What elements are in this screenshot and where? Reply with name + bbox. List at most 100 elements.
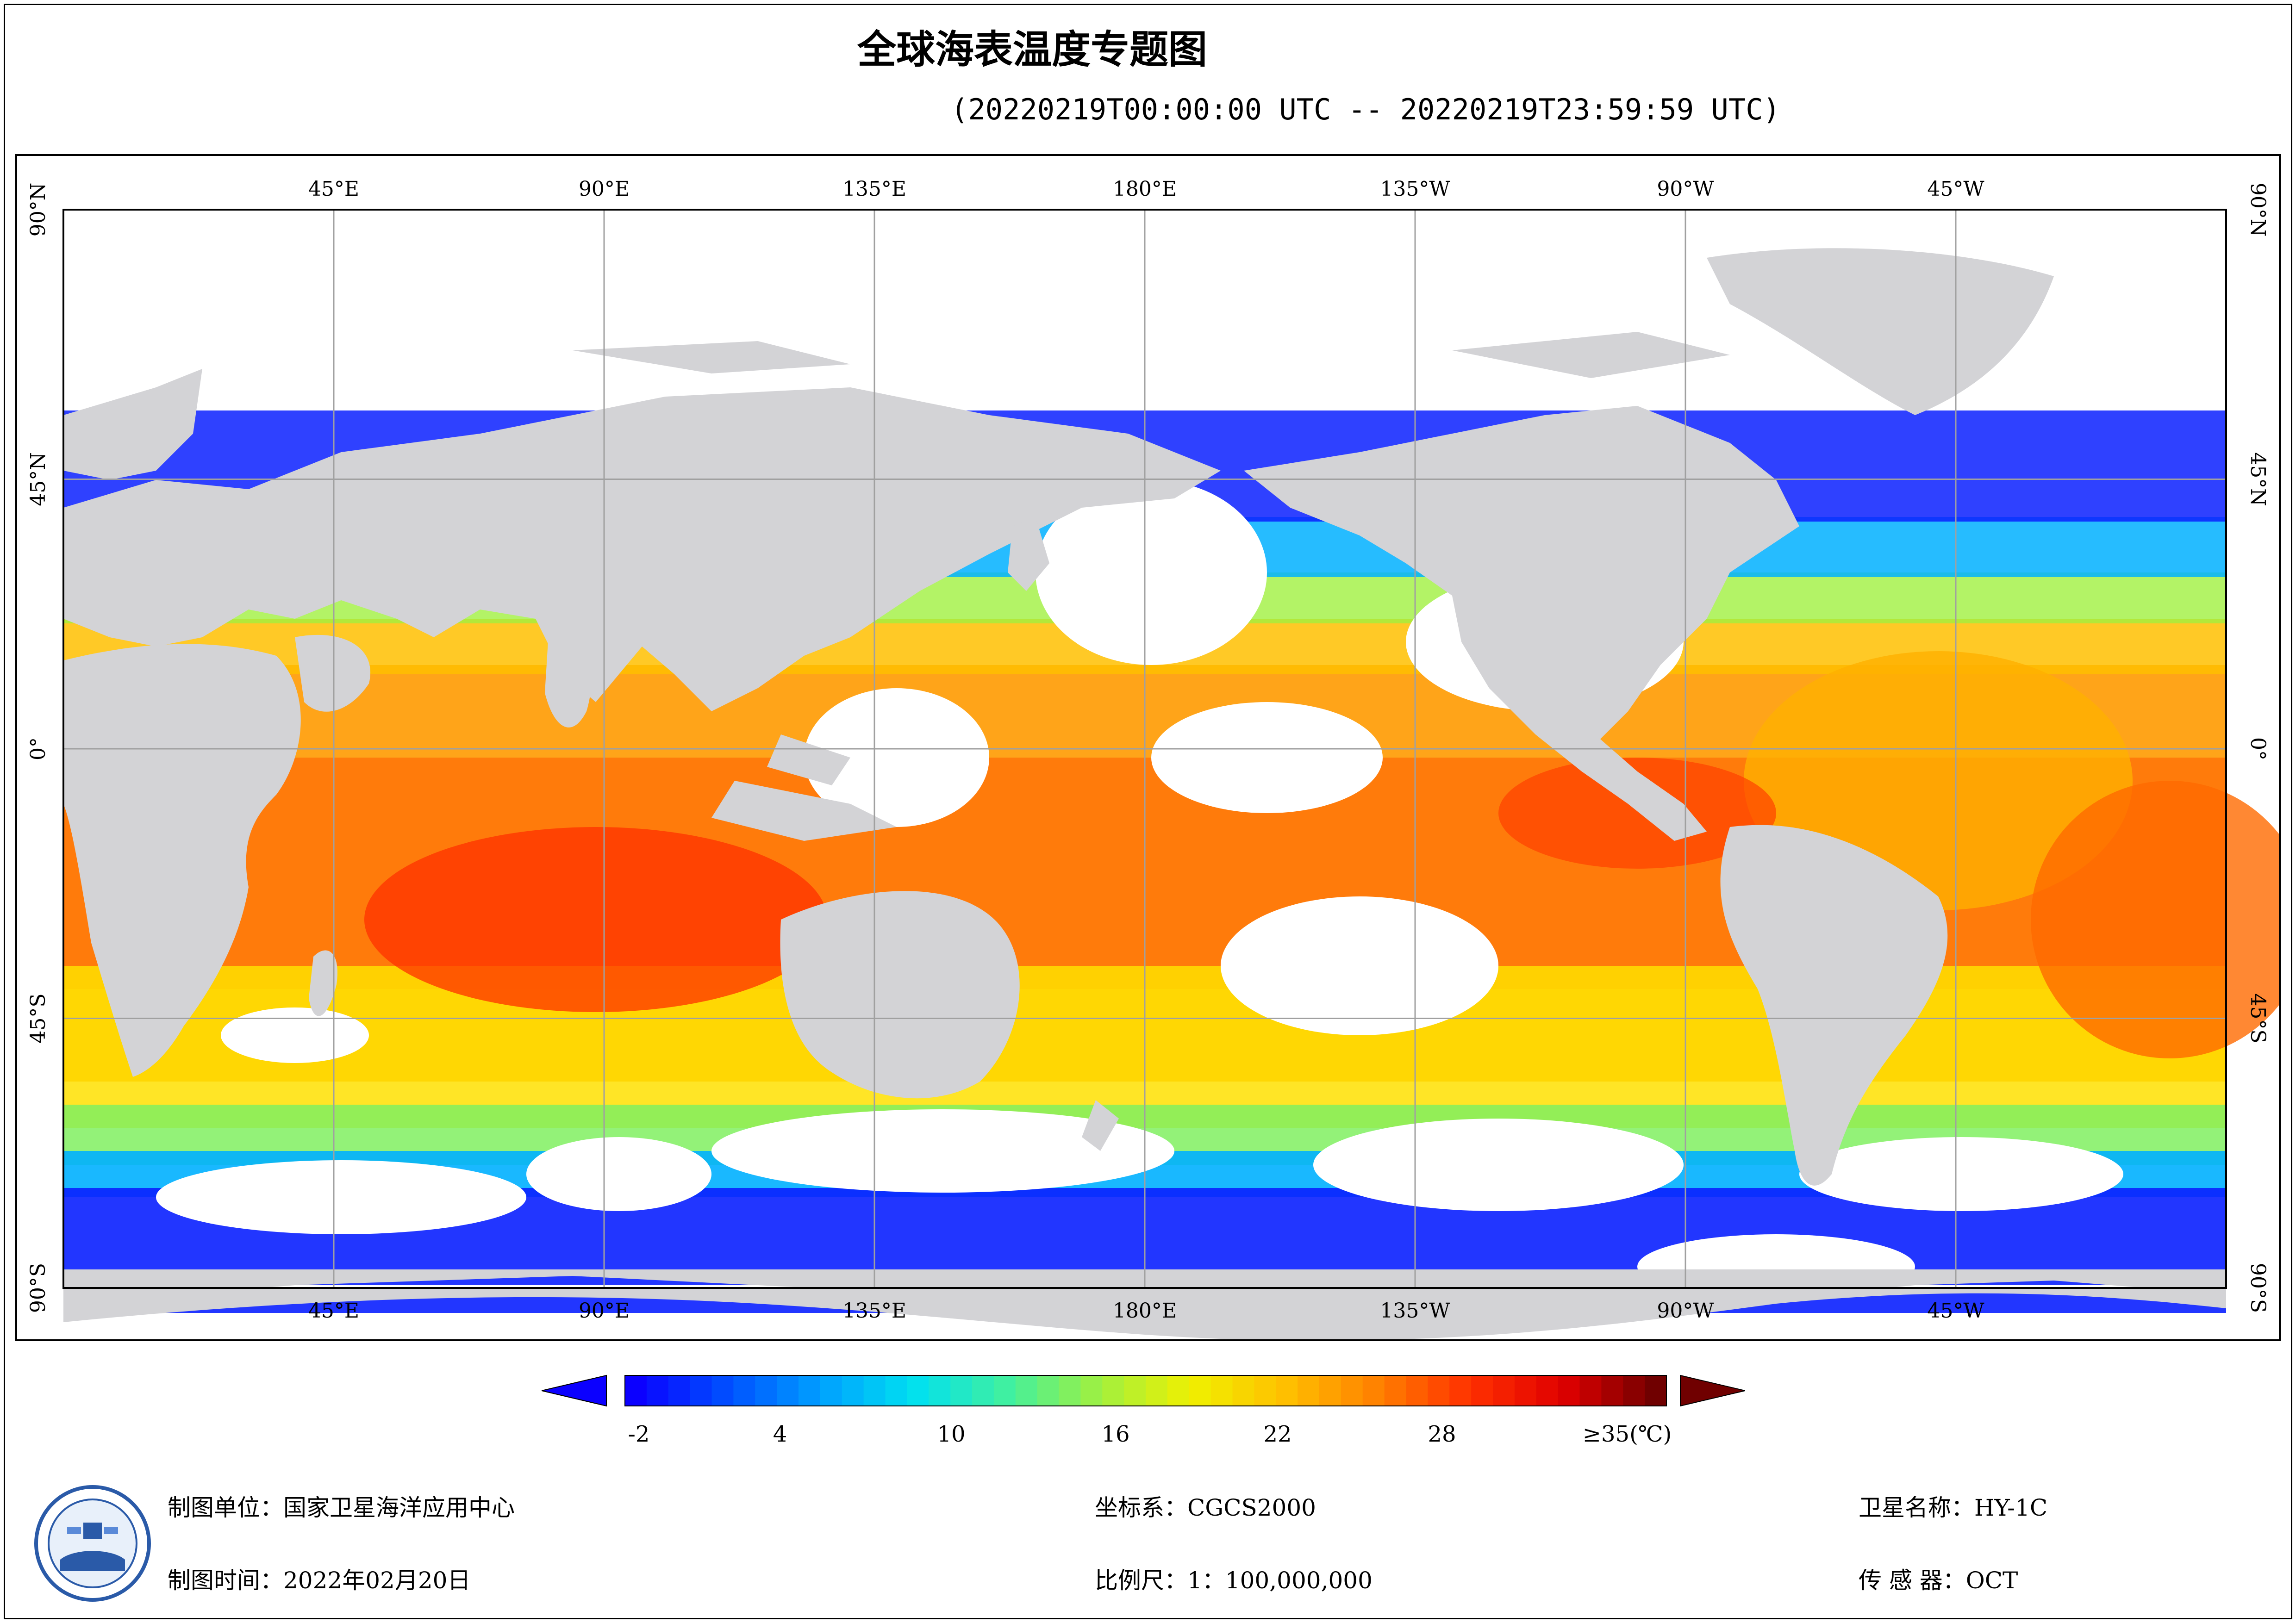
colorbar-tick-label: 4 bbox=[773, 1421, 787, 1447]
left-lat-label: 90°S bbox=[26, 1263, 50, 1313]
colorbar-cell bbox=[755, 1375, 778, 1406]
left-lat-labels: 90°N 45°N 0° 45°S 90°S bbox=[26, 183, 50, 1313]
top-lon-label: 135°W bbox=[1380, 177, 1450, 201]
colorbar-cell bbox=[1341, 1375, 1363, 1406]
time-range-subtitle: (20220219T00:00:00 UTC -- 20220219T23:59… bbox=[951, 93, 1780, 126]
left-lat-label: 45°S bbox=[26, 993, 50, 1043]
colorbar-cell bbox=[1146, 1375, 1168, 1406]
colorbar-cell bbox=[733, 1375, 756, 1406]
colorbar-cell bbox=[907, 1375, 930, 1406]
right-lat-label: 45°S bbox=[2246, 993, 2270, 1043]
colorbar-cell bbox=[668, 1375, 691, 1406]
colorbar-cell bbox=[799, 1375, 821, 1406]
colorbar-tick-label: ≥35(℃) bbox=[1583, 1421, 1672, 1447]
colorbar: -2 4 10 16 22 28 ≥35(℃) bbox=[541, 1370, 1746, 1462]
colorbar-max-arrow bbox=[1680, 1374, 1746, 1407]
right-lat-labels: 90°N 45°N 0° 45°S 90°S bbox=[2246, 183, 2270, 1313]
colorbar-cell bbox=[1406, 1375, 1429, 1406]
colorbar-cell bbox=[820, 1375, 842, 1406]
right-lat-label: 90°N bbox=[2246, 183, 2270, 237]
left-lat-label: 90°N bbox=[26, 183, 50, 237]
bottom-lon-label: 45°W bbox=[1927, 1299, 1984, 1323]
colorbar-cell bbox=[1384, 1375, 1407, 1406]
colorbar-cell bbox=[1536, 1375, 1559, 1406]
colorbar-cell bbox=[1298, 1375, 1320, 1406]
colorbar-cell bbox=[1059, 1375, 1081, 1406]
top-lon-label: 135°E bbox=[842, 177, 906, 201]
colorbar-cell bbox=[972, 1375, 994, 1406]
top-lon-label: 45°W bbox=[1927, 177, 1984, 201]
colorbar-cell bbox=[1579, 1375, 1602, 1406]
right-lat-label: 90°S bbox=[2246, 1263, 2270, 1313]
sst-map: 45°E 90°E 135°E 180°E 135°W 90°W 45°W 45°E 90°E… bbox=[26, 177, 2279, 1339]
colorbar-svg: -2 4 10 16 22 28 ≥35(℃) bbox=[541, 1374, 1746, 1447]
colorbar-cell bbox=[929, 1375, 951, 1406]
colorbar-cell bbox=[1601, 1375, 1624, 1406]
right-lat-label: 0° bbox=[2246, 737, 2270, 760]
colorbar-cell bbox=[885, 1375, 908, 1406]
colorbar-cell bbox=[1493, 1375, 1515, 1406]
nsoas-logo-icon bbox=[34, 1485, 151, 1602]
bottom-lon-label: 90°E bbox=[579, 1299, 630, 1323]
colorbar-cell bbox=[625, 1375, 647, 1406]
left-lat-label: 0° bbox=[26, 737, 50, 760]
top-lon-label: 90°W bbox=[1657, 177, 1714, 201]
sensor-name: 传 感 器：OCT bbox=[1859, 1567, 2018, 1594]
colorbar-cell bbox=[1189, 1375, 1211, 1406]
bottom-lon-label: 45°E bbox=[308, 1299, 359, 1323]
colorbar-cell bbox=[1449, 1375, 1472, 1406]
colorbar-cell bbox=[646, 1375, 669, 1406]
colorbar-cell bbox=[1015, 1375, 1038, 1406]
top-lon-label: 90°E bbox=[579, 177, 630, 201]
bottom-lon-label: 135°E bbox=[842, 1299, 906, 1323]
satellite-name: 卫星名称：HY-1C bbox=[1859, 1494, 2048, 1521]
bottom-lon-label: 135°W bbox=[1380, 1299, 1450, 1323]
colorbar-cell bbox=[993, 1375, 1016, 1406]
colorbar-cell bbox=[863, 1375, 886, 1406]
colorbar-cell bbox=[777, 1375, 799, 1406]
colorbar-cell bbox=[1276, 1375, 1298, 1406]
top-lon-label: 45°E bbox=[308, 177, 359, 201]
coordinate-system: 坐标系：CGCS2000 bbox=[1095, 1494, 1316, 1521]
mapping-unit: 制图单位：国家卫星海洋应用中心 bbox=[168, 1494, 515, 1521]
colorbar-cell bbox=[1232, 1375, 1255, 1406]
colorbar-cell bbox=[1102, 1375, 1125, 1406]
colorbar-cell bbox=[1167, 1375, 1190, 1406]
colorbar-outline bbox=[624, 1375, 1667, 1406]
colorbar-cell bbox=[711, 1375, 734, 1406]
plot-border bbox=[62, 209, 2227, 1289]
colorbar-cell bbox=[690, 1375, 712, 1406]
colorbar-cell bbox=[1319, 1375, 1341, 1406]
colorbar-cell bbox=[1362, 1375, 1385, 1406]
graticule bbox=[63, 210, 2226, 1288]
colorbar-tick-labels: -2 4 10 16 22 28 ≥35(℃) bbox=[628, 1421, 1672, 1447]
colorbar-cell bbox=[1623, 1375, 1646, 1406]
colorbar-cell bbox=[1254, 1375, 1277, 1406]
map-scale: 比例尺：1：100,000,000 bbox=[1095, 1567, 1373, 1594]
colorbar-cell bbox=[842, 1375, 864, 1406]
colorbar-cell bbox=[1558, 1375, 1580, 1406]
top-lon-label: 180°E bbox=[1113, 177, 1177, 201]
colorbar-cells bbox=[625, 1375, 1667, 1406]
antarctica bbox=[63, 1288, 2226, 1339]
colorbar-tick-label: -2 bbox=[628, 1421, 650, 1447]
colorbar-cell bbox=[1645, 1375, 1667, 1406]
colorbar-cell bbox=[1514, 1375, 1537, 1406]
bottom-lon-label: 90°W bbox=[1657, 1299, 1714, 1323]
colorbar-cell bbox=[1037, 1375, 1060, 1406]
colorbar-tick-label: 16 bbox=[1101, 1421, 1129, 1447]
outer-frame bbox=[4, 4, 2292, 1619]
colorbar-tick-label: 10 bbox=[937, 1421, 965, 1447]
top-lon-labels: 45°E 90°E 135°E 180°E 135°W 90°W 45°W bbox=[308, 177, 1984, 201]
mapping-time: 制图时间：2022年02月20日 bbox=[168, 1567, 471, 1594]
colorbar-min-arrow bbox=[541, 1374, 607, 1407]
bottom-lon-label: 180°E bbox=[1113, 1299, 1177, 1323]
colorbar-tick-label: 28 bbox=[1428, 1421, 1456, 1447]
map-title: 全球海表温度专题图 bbox=[857, 27, 1207, 72]
colorbar-cell bbox=[1428, 1375, 1450, 1406]
left-lat-label: 45°N bbox=[26, 452, 50, 506]
colorbar-cell bbox=[1124, 1375, 1146, 1406]
land bbox=[63, 248, 2226, 1323]
colorbar-cell bbox=[950, 1375, 973, 1406]
colorbar-cell bbox=[1210, 1375, 1233, 1406]
